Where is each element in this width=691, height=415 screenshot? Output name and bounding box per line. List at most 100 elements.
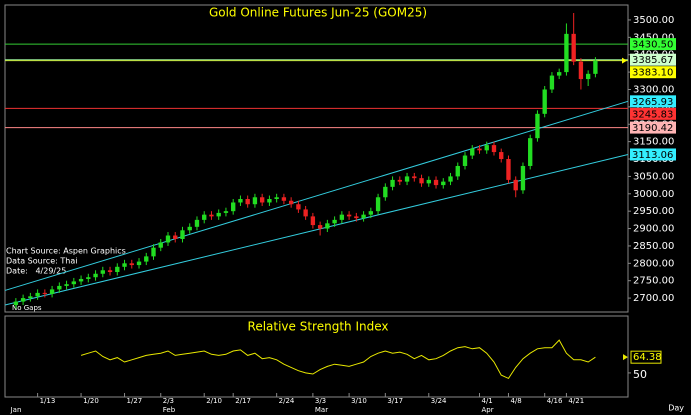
candle-body xyxy=(252,197,258,205)
x-tick-label: 1/27 xyxy=(127,397,143,405)
y-tick-label: 3250.00 xyxy=(633,102,674,113)
rsi-tag xyxy=(630,350,662,364)
price-tag xyxy=(630,53,676,66)
candle-body xyxy=(288,200,294,205)
candle-body xyxy=(484,145,489,151)
candle-body xyxy=(412,176,417,179)
candle-body xyxy=(397,179,402,182)
candle-body xyxy=(593,60,598,74)
candle-body xyxy=(151,247,156,257)
candle-body xyxy=(259,197,265,203)
candle-body xyxy=(426,179,431,184)
rsi-panel xyxy=(4,315,629,398)
y-tick-label: 2750.00 xyxy=(633,276,674,287)
candle-body xyxy=(477,148,482,151)
x-tick-label: 4/8 xyxy=(510,397,521,405)
y-tick-label: 3500.00 xyxy=(633,15,674,26)
x-tick-label: 3/24 xyxy=(431,397,447,405)
candle-body xyxy=(187,226,192,231)
candle-body xyxy=(404,176,410,182)
candle-body xyxy=(339,214,345,220)
annotation: Date: 4/29/25 xyxy=(6,267,66,276)
y-tick-label: 2800.00 xyxy=(633,258,674,269)
candle-body xyxy=(491,145,497,153)
y-tick-label: 3050.00 xyxy=(633,171,674,182)
candle-body xyxy=(506,159,511,180)
candle-body xyxy=(129,263,134,266)
price-tag-label: 3430.50 xyxy=(632,40,673,51)
price-tag xyxy=(630,148,676,161)
candle-body xyxy=(346,214,352,217)
candle-body xyxy=(78,278,84,282)
price-tag xyxy=(630,66,676,79)
candle-body xyxy=(499,152,504,160)
candle-body xyxy=(158,242,163,248)
candle-body xyxy=(317,225,323,229)
candle-body xyxy=(433,179,439,186)
candle-body xyxy=(368,211,374,215)
candle-body xyxy=(535,113,540,139)
candle-body xyxy=(267,199,272,203)
candle-body xyxy=(35,292,40,297)
candle-body xyxy=(455,165,460,177)
candle-body xyxy=(115,266,120,273)
price-tag-label: 3265.93 xyxy=(632,97,673,108)
x-tick-label: 4/21 xyxy=(568,397,584,405)
candle-body xyxy=(13,301,19,306)
rsi-value-label: 64.38 xyxy=(633,352,662,363)
candle-body xyxy=(303,209,308,217)
candle-body xyxy=(375,197,381,212)
candle-body xyxy=(310,216,316,226)
annotation: No Gaps xyxy=(12,304,42,312)
candles xyxy=(13,12,598,309)
candle-body xyxy=(216,212,221,217)
candle-body xyxy=(223,211,229,213)
candle-body xyxy=(361,214,366,219)
candle-body xyxy=(281,197,287,201)
annotation: Data Source: Thai xyxy=(6,257,77,266)
candle-body xyxy=(202,214,207,220)
candle-body xyxy=(49,289,55,294)
candle-body xyxy=(332,219,337,224)
x-tick-label: 2/10 xyxy=(206,397,222,405)
candle-body xyxy=(194,219,200,227)
candle-body xyxy=(325,223,330,229)
price-tag xyxy=(630,107,676,120)
candle-body xyxy=(470,148,475,156)
candle-body xyxy=(571,33,576,62)
candle-body xyxy=(245,199,250,205)
candle-body xyxy=(144,256,149,262)
x-tick-label: 1/20 xyxy=(83,397,99,405)
chart-title: Gold Online Futures Jun-25 (GOM25) xyxy=(209,6,427,20)
x-tick-label: 2/3 xyxy=(163,397,174,405)
candle-body xyxy=(528,138,533,166)
candle-body xyxy=(173,235,178,239)
x-tick-label: 4/16 xyxy=(547,397,563,405)
candle-body xyxy=(354,216,359,219)
x-tick-label: 2/24 xyxy=(279,397,295,405)
price-tag-label: 3190.42 xyxy=(632,123,673,134)
candle-body xyxy=(231,202,236,212)
rsi-arrow xyxy=(623,354,628,361)
candle-body xyxy=(441,181,446,186)
last-price-arrow xyxy=(622,57,627,64)
price-tag-label: 3385.67 xyxy=(632,55,673,66)
y-tick-label: 3300.00 xyxy=(633,84,674,95)
candle-body xyxy=(542,89,547,114)
candle-body xyxy=(557,72,562,76)
trend-channel xyxy=(4,100,629,291)
y-tick-label: 2700.00 xyxy=(633,293,674,304)
candle-body xyxy=(296,204,301,210)
candle-body xyxy=(122,263,127,267)
candle-body xyxy=(462,155,468,166)
y-tick-label: 2850.00 xyxy=(633,241,674,252)
x-tick-label: 2/17 xyxy=(235,397,251,405)
candle-body xyxy=(20,298,26,302)
month-label: Feb xyxy=(163,406,176,414)
y-tick-label: 3450.00 xyxy=(633,32,674,43)
y-tick-label: 2950.00 xyxy=(633,206,674,217)
candle-body xyxy=(28,296,33,299)
x-tick-label: 3/3 xyxy=(315,397,326,405)
